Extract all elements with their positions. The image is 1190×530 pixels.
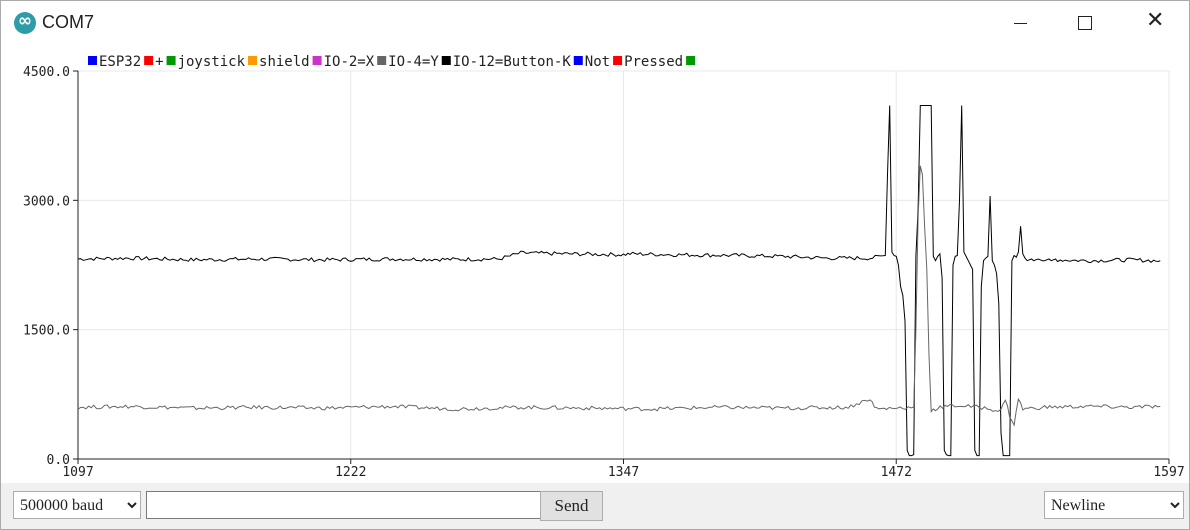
legend-label: Pressed (624, 54, 683, 70)
grid (78, 70, 1170, 459)
baud-rate-select[interactable]: 500000 baud (13, 491, 141, 519)
y-tick-label: 3000.0 (23, 194, 70, 209)
y-tick-label: 0.0 (47, 453, 70, 468)
x-tick-label: 1097 (62, 465, 93, 480)
legend-swatch (248, 56, 258, 65)
y-tick-label: 4500.0 (23, 65, 70, 80)
maximize-button[interactable] (1062, 1, 1108, 45)
axes: 1097 1222 1347 1472 1597 4500.0 3000.0 1500.0 0.… (23, 65, 1185, 480)
legend-label: shield (259, 54, 310, 70)
send-button[interactable]: Send (540, 491, 603, 521)
message-input[interactable] (146, 491, 542, 519)
legend-swatch (312, 56, 322, 65)
y-tick-label: 1500.0 (23, 324, 70, 339)
legend-swatch (88, 56, 97, 65)
title-bar: COM7 ✕ (1, 1, 1189, 45)
close-icon: ✕ (1146, 8, 1165, 33)
legend-swatch (377, 56, 387, 65)
bottom-bar: 500000 baud Send Newline (1, 483, 1189, 529)
serial-plot-chart: ESP32 + joystick shield IO-2=X IO-4=Y IO-12=Bu… (23, 54, 1185, 480)
legend-label: Not (585, 54, 610, 70)
legend-swatch (441, 56, 451, 65)
legend-label: + (155, 54, 163, 70)
minimize-button[interactable] (997, 1, 1043, 45)
minimize-icon (1014, 23, 1027, 24)
legend-label: joystick (178, 54, 246, 70)
x-tick-label: 1347 (608, 465, 639, 480)
window-title: COM7 (42, 12, 95, 32)
series (77, 105, 1161, 457)
legend-label: IO-4=Y (388, 54, 439, 70)
legend-swatch (686, 56, 696, 65)
line-ending-select[interactable]: Newline (1044, 491, 1184, 519)
x-tick-label: 1472 (881, 465, 912, 480)
legend-swatch (613, 56, 623, 65)
series-line-0 (77, 105, 1161, 457)
legend: ESP32 + joystick shield IO-2=X IO-4=Y IO-12=Bu… (88, 54, 696, 70)
legend-swatch (573, 56, 583, 65)
x-tick-label: 1597 (1153, 465, 1184, 480)
close-button[interactable]: ✕ (1132, 1, 1178, 45)
maximize-icon (1078, 16, 1092, 30)
legend-swatch (144, 56, 154, 65)
series-line-1 (77, 165, 1161, 427)
legend-swatch (166, 56, 176, 65)
arduino-logo-icon (14, 11, 36, 34)
legend-label: IO-12=Button-K (453, 54, 572, 70)
legend-label: ESP32 (99, 54, 141, 70)
legend-label: IO-2=X (324, 54, 375, 70)
plot-area: ESP32 + joystick shield IO-2=X IO-4=Y IO-12=Bu… (1, 45, 1189, 483)
x-tick-label: 1222 (335, 465, 366, 480)
